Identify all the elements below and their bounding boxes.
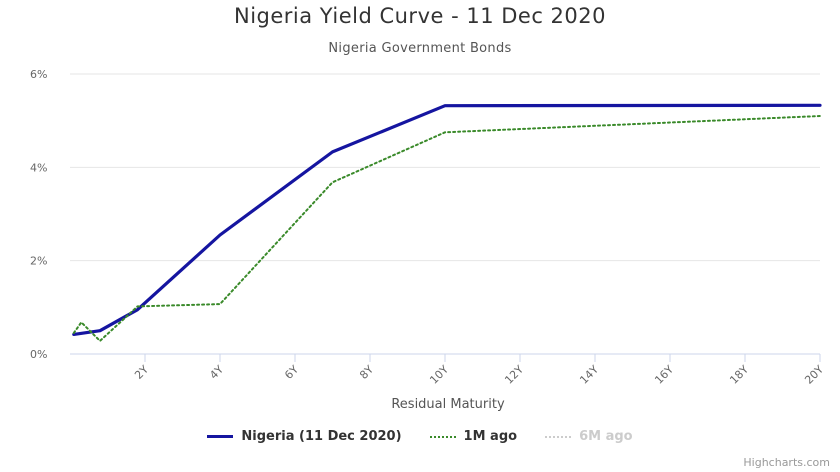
legend-label: 1M ago — [463, 429, 518, 444]
legend-label: Nigeria (11 Dec 2020) — [241, 429, 402, 444]
x-tick-label: 2Y — [132, 363, 151, 382]
legend-swatch — [545, 435, 572, 438]
chart-credit[interactable]: Highcharts.com — [743, 456, 830, 469]
legend-item-1[interactable]: 1M ago — [429, 429, 518, 444]
legend-item-0[interactable]: Nigeria (11 Dec 2020) — [207, 429, 402, 444]
y-tick-label: 0% — [30, 348, 47, 361]
legend-label: 6M ago — [579, 429, 633, 444]
x-tick-label: 10Y — [427, 363, 451, 387]
x-axis-label: Residual Maturity — [391, 397, 505, 412]
x-tick-label: 20Y — [802, 363, 826, 387]
chart-legend: Nigeria (11 Dec 2020) 1M ago 6M ago — [0, 429, 840, 444]
x-tick-label: 12Y — [502, 363, 526, 387]
series-line-0[interactable] — [72, 103, 822, 336]
legend-swatch — [207, 435, 234, 438]
x-tick-label: 16Y — [652, 363, 676, 387]
x-tick-label: 4Y — [207, 363, 226, 382]
x-tick-label: 14Y — [577, 363, 601, 387]
chart-title: Nigeria Yield Curve - 11 Dec 2020 — [233, 4, 606, 28]
y-tick-label: 6% — [30, 68, 47, 81]
series-line-1[interactable] — [72, 115, 821, 342]
chart-subtitle: Nigeria Government Bonds — [328, 41, 512, 56]
y-tick-label: 4% — [30, 161, 47, 174]
y-tick-label: 2% — [30, 255, 47, 268]
x-tick-label: 18Y — [727, 363, 751, 387]
x-tick-label: 6Y — [282, 363, 301, 382]
legend-swatch — [429, 435, 456, 438]
x-tick-label: 8Y — [357, 363, 376, 382]
legend-item-2[interactable]: 6M ago — [545, 429, 633, 444]
